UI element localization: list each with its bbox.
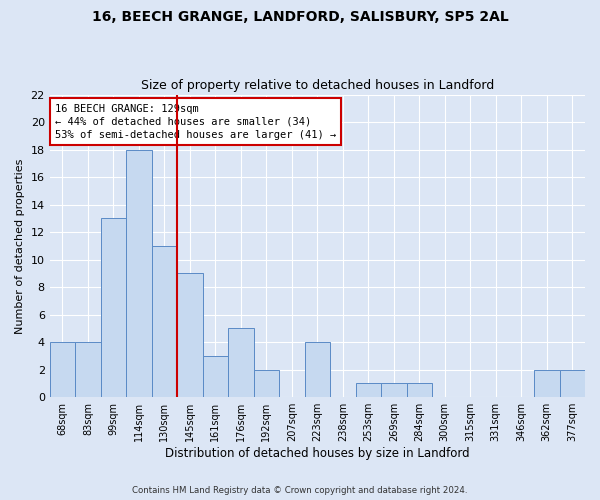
Bar [407,384,432,397]
Bar [203,356,228,397]
Bar [152,246,177,397]
Text: 16, BEECH GRANGE, LANDFORD, SALISBURY, SP5 2AL: 16, BEECH GRANGE, LANDFORD, SALISBURY, S… [92,10,508,24]
X-axis label: Distribution of detached houses by size in Landford: Distribution of detached houses by size … [165,447,470,460]
Text: 16 BEECH GRANGE: 129sqm
← 44% of detached houses are smaller (34)
53% of semi-de: 16 BEECH GRANGE: 129sqm ← 44% of detache… [55,104,336,140]
Bar [50,342,75,397]
Bar [356,384,381,397]
Bar [228,328,254,397]
Bar [75,342,101,397]
Bar [560,370,585,397]
Title: Size of property relative to detached houses in Landford: Size of property relative to detached ho… [141,79,494,92]
Bar [381,384,407,397]
Text: Contains HM Land Registry data © Crown copyright and database right 2024.: Contains HM Land Registry data © Crown c… [132,486,468,495]
Bar [254,370,279,397]
Bar [177,274,203,397]
Bar [534,370,560,397]
Y-axis label: Number of detached properties: Number of detached properties [15,158,25,334]
Bar [101,218,126,397]
Bar [305,342,330,397]
Bar [126,150,152,397]
